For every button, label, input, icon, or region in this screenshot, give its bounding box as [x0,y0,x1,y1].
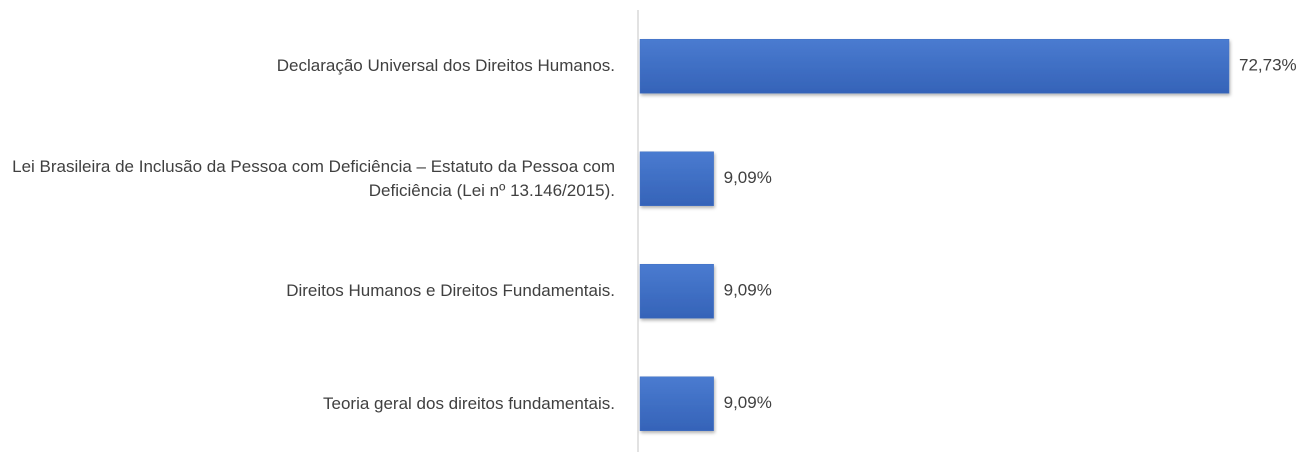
value-label: 9,09% [724,168,772,187]
category-label: Declaração Universal dos Direitos Humano… [276,56,615,76]
value-label: 72,73% [1239,56,1297,75]
bar [639,39,1230,94]
value-label: 9,09% [724,393,772,412]
category-label: Lei Brasileira de Inclusão da Pessoa com… [12,156,615,200]
category-label: Teoria geral dos direitos fundamentais. [323,393,615,413]
bar [639,264,714,319]
category-label: Direitos Humanos e Direitos Fundamentais… [286,281,615,301]
value-label: 9,09% [724,281,772,300]
bar [639,376,714,431]
bar [639,151,714,206]
